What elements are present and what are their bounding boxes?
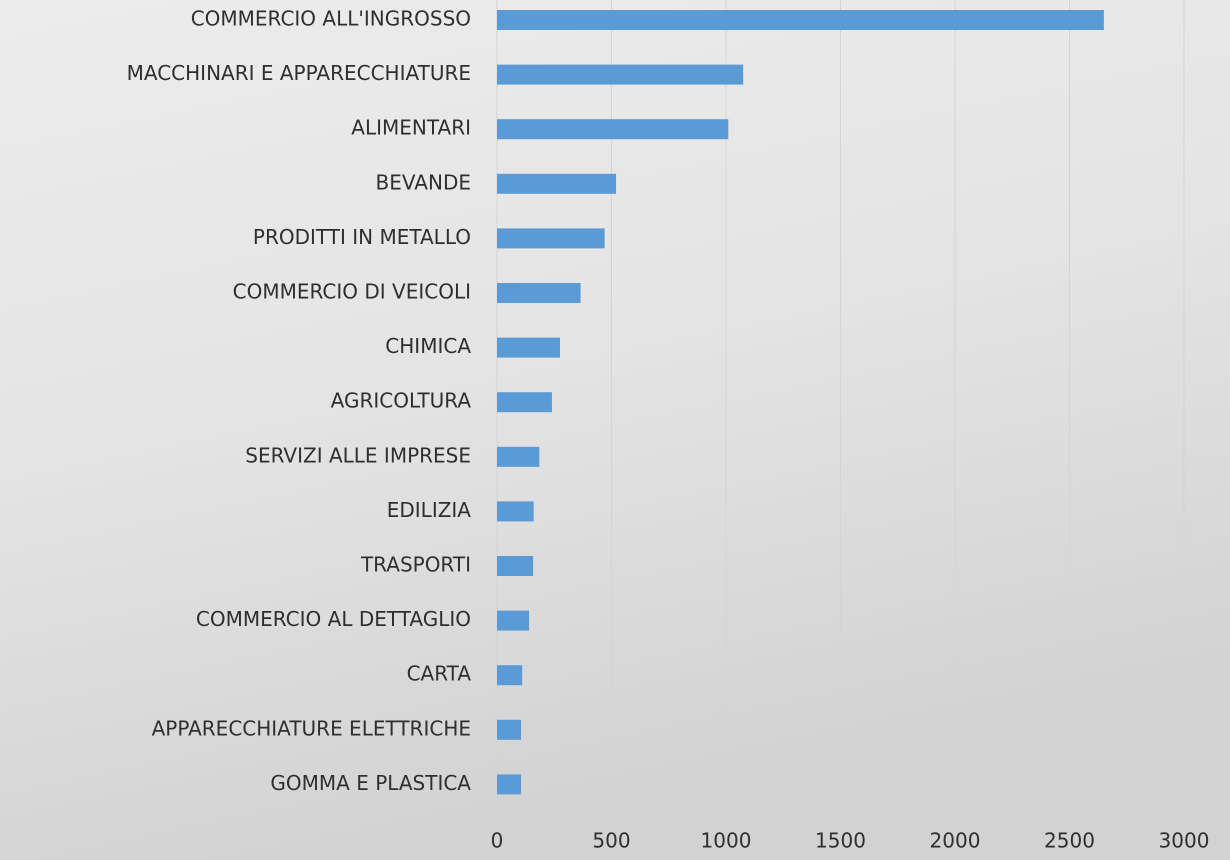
y-tick-label: TRASPORTI (360, 553, 471, 577)
bar (497, 228, 605, 249)
bar (497, 10, 1104, 30)
bar (497, 665, 523, 686)
bar (497, 64, 744, 85)
bar (497, 337, 560, 358)
bar (497, 556, 534, 576)
bar (497, 392, 552, 413)
x-tick-label: 1000 (701, 829, 752, 853)
y-tick-label: CARTA (407, 662, 472, 686)
y-tick-label: COMMERCIO AL DETTAGLIO (196, 607, 471, 631)
bar (497, 501, 534, 522)
x-tick-label: 2000 (930, 829, 981, 853)
y-tick-label: BEVANDE (376, 170, 471, 194)
bar (497, 283, 581, 303)
y-tick-label: AGRICOLTURA (331, 389, 472, 413)
y-tick-label: ALIMENTARI (351, 116, 471, 140)
x-tick-label: 500 (592, 829, 630, 853)
y-tick-label: PRODITTI IN METALLO (253, 225, 471, 249)
bar (497, 610, 530, 631)
bar (497, 719, 522, 740)
y-tick-label: GOMMA E PLASTICA (270, 771, 471, 795)
bar (497, 774, 522, 795)
x-tick-label: 0 (491, 829, 504, 853)
bar (497, 173, 617, 194)
y-tick-label: CHIMICA (385, 334, 471, 358)
x-tick-label: 2500 (1044, 829, 1095, 853)
y-tick-label: MACCHINARI E APPARECCHIATURE (127, 61, 471, 85)
bar (497, 446, 540, 467)
y-tick-label: EDILIZIA (387, 498, 472, 522)
y-tick-label: SERVIZI ALLE IMPRESE (245, 443, 471, 467)
y-tick-label: COMMERCIO ALL'INGROSSO (191, 7, 471, 31)
y-tick-label: APPARECCHIATURE ELETTRICHE (152, 716, 471, 740)
bar (497, 119, 729, 140)
plot-area: 0 500 1000 1500 2000 2500 3000 COMMERCIO ALL'IN… (127, 0, 1210, 853)
x-tick-label: 1500 (815, 829, 866, 853)
y-tick-label: COMMERCIO DI VEICOLI (233, 280, 471, 304)
x-tick-label: 3000 (1159, 829, 1210, 853)
